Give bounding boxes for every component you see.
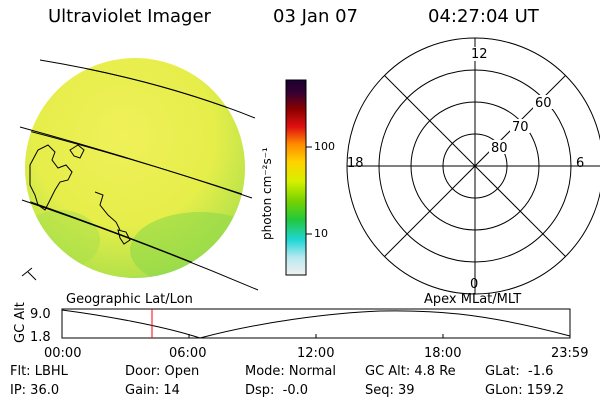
info-glon: GLon: 159.2 [485,383,565,398]
info-dsp: Dsp: -0.0 [245,383,309,398]
colorbar-tick-100: 100 [314,140,335,153]
geo-lat-lon-title: Geographic Lat/Lon [66,292,193,307]
lat-label-60: 60 [535,96,552,111]
instrument-title: Ultraviolet Imager [48,6,211,27]
info-ip: IP: 36.0 [10,383,60,398]
info-gc-alt: GC Alt: 4.8 Re [365,364,456,379]
info-seq: Seq: 39 [365,383,415,398]
colorbar-unit-label: photon cm⁻²s⁻¹ [260,147,274,240]
mlt-label-6: 6 [576,156,585,171]
info-filter: Flt: LBHL [10,364,68,379]
orbit-xtick-0: 00:00 [44,346,82,361]
polar-plot [346,37,600,295]
orbit-ytick-top: 9.0 [30,307,51,322]
orbit-xtick-2: 12:00 [297,346,335,361]
mlt-label-12: 12 [471,47,488,62]
time-label: 04:27:04 UT [428,6,539,27]
lat-label-80: 80 [491,141,508,156]
polar-label-bg [489,140,509,154]
info-gain: Gain: 14 [125,383,180,398]
orbit-ylabel: GC Alt [13,302,28,343]
info-door: Door: Open [125,364,200,379]
orbit-xtick-3: 18:00 [424,346,462,361]
info-mode: Mode: Normal [245,364,336,379]
uv-image-disk [19,58,259,291]
polar-label-bg [510,119,530,133]
mlt-label-0: 0 [470,277,479,292]
orbit-ytick-bottom: 1.8 [30,330,51,345]
orbit-xtick-1: 06:00 [169,346,207,361]
polar-label-bg [533,95,553,109]
info-glat: GLat: -1.6 [485,364,554,379]
orbit-plot [61,308,571,339]
polar-label-bg [470,47,483,61]
mlt-label-18: 18 [347,156,364,171]
apex-mlat-mlt-title: Apex MLat/MLT [424,292,522,307]
date-label: 03 Jan 07 [273,6,358,27]
orbit-xtick-4: 23:59 [551,346,589,361]
lat-label-70: 70 [512,120,529,135]
colorbar-tick-10: 10 [314,227,328,240]
colorbar [285,79,312,276]
